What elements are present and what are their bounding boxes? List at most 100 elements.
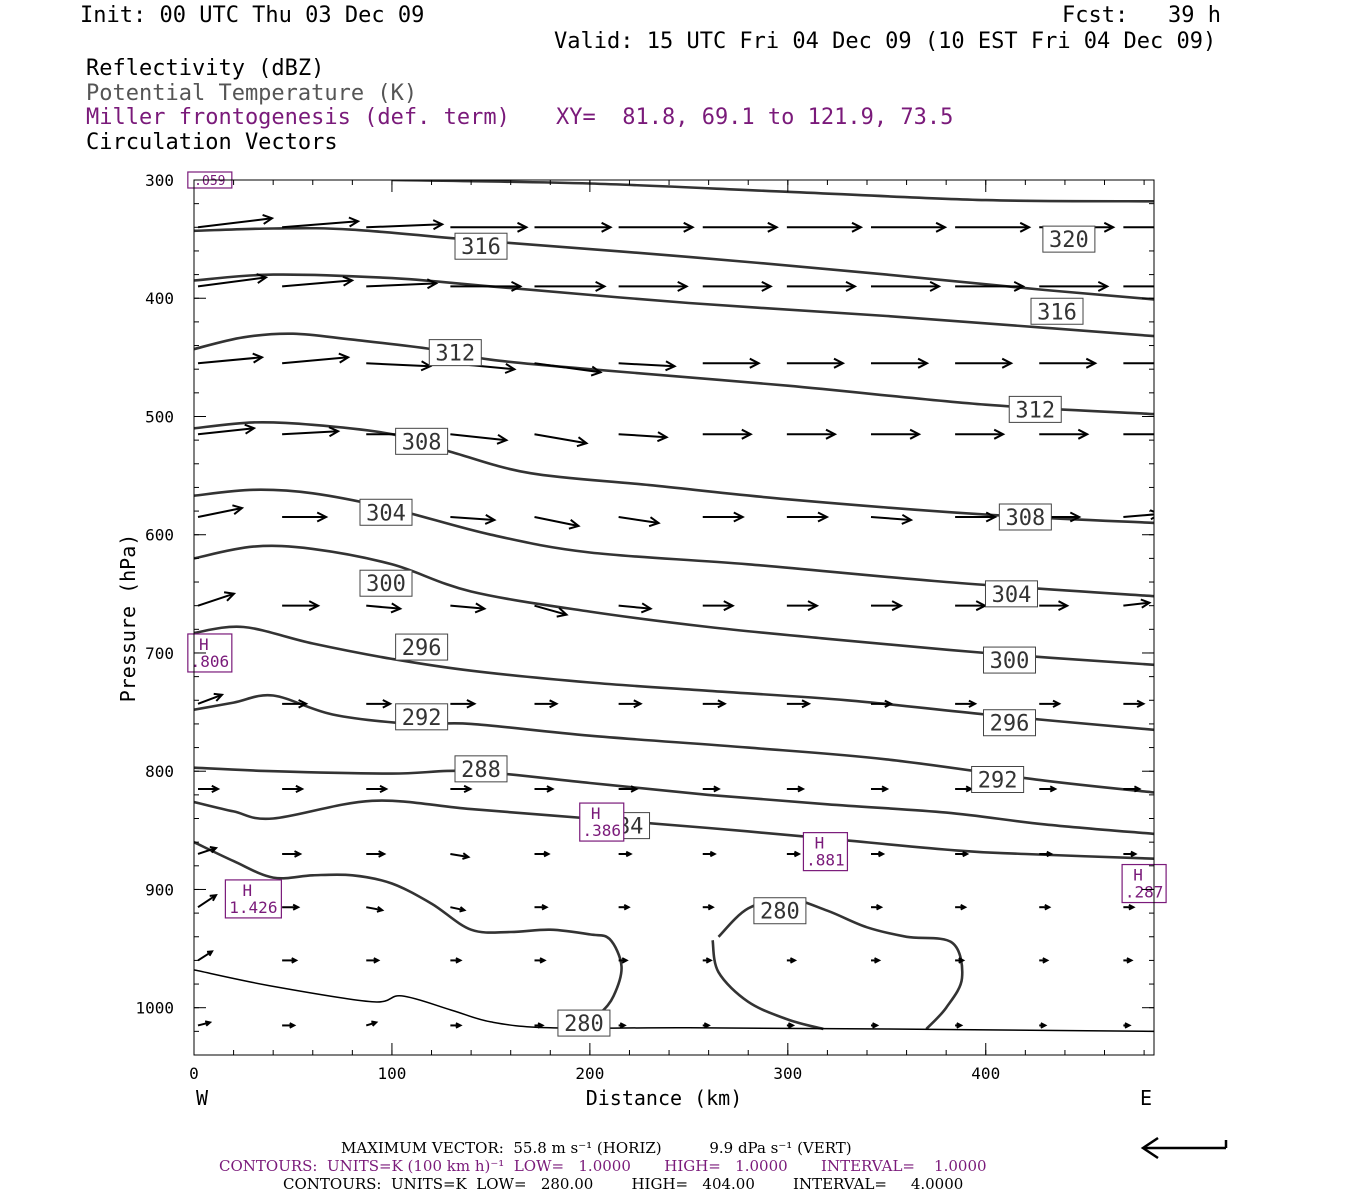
theta-line-304 [194, 488, 1154, 598]
circulation-vector [1039, 600, 1070, 611]
circulation-vector [1123, 1022, 1132, 1029]
svg-text:304: 304 [992, 583, 1032, 608]
circulation-vector [450, 1022, 463, 1029]
circulation-vector [1123, 957, 1134, 964]
circulation-vector [450, 699, 477, 709]
theta-label: 304 [359, 498, 413, 526]
svg-text:.806: .806 [191, 652, 230, 671]
circulation-vectors [197, 213, 1154, 1029]
theta-label: 296 [395, 633, 449, 661]
circulation-vector [955, 699, 978, 708]
circulation-vector [1123, 785, 1142, 793]
svg-text:312: 312 [435, 342, 475, 367]
circulation-vector [534, 785, 555, 793]
circulation-vector [618, 602, 653, 614]
field-circulation-vectors: Circulation Vectors [86, 130, 338, 155]
circulation-vector [366, 219, 445, 231]
circulation-vector [282, 352, 351, 365]
circulation-vector [282, 426, 341, 438]
circulation-vector [197, 423, 257, 436]
contours-theta-info: CONTOURS: UNITS=K LOW= 280.00 HIGH= 404.… [283, 1175, 964, 1193]
circulation-vector [618, 850, 633, 858]
circulation-vector [870, 957, 882, 964]
svg-text:H: H [243, 881, 253, 900]
theta-line-316 [194, 273, 1154, 338]
theta-label: 280 [753, 897, 807, 925]
circulation-vector [282, 216, 361, 229]
circulation-vector [955, 1022, 964, 1029]
circulation-vector [197, 1020, 213, 1027]
svg-text:316: 316 [1037, 300, 1077, 325]
theta-line-296 [194, 625, 1154, 732]
circulation-vector [702, 221, 779, 233]
circulation-vector [618, 221, 695, 233]
theta-label: 304 [984, 580, 1038, 608]
svg-text:1.426: 1.426 [229, 898, 277, 917]
circulation-vector [955, 221, 1032, 233]
svg-text:296: 296 [990, 712, 1030, 737]
circulation-vector [618, 699, 643, 709]
circulation-vector [1123, 285, 1154, 288]
svg-text:292: 292 [978, 768, 1018, 793]
east-label: E [1140, 1086, 1152, 1110]
circulation-vector [870, 281, 942, 292]
svg-text:320: 320 [1049, 228, 1089, 253]
svg-text:.059: .059 [194, 174, 225, 189]
circulation-vector [786, 357, 846, 369]
circulation-vector [282, 699, 309, 709]
x-axis-label: Distance (km) [586, 1086, 743, 1110]
x-tick-label: 100 [377, 1064, 406, 1083]
field-potential-temperature: Potential Temperature (K) [86, 81, 418, 106]
circulation-vector [870, 785, 890, 793]
svg-text:H: H [1133, 866, 1143, 885]
circulation-vector [366, 850, 387, 858]
svg-text:280: 280 [564, 1012, 604, 1037]
theta-label: 316 [1030, 297, 1084, 325]
circulation-vector [366, 699, 393, 709]
field-reflectivity: Reflectivity (dBZ) [86, 56, 325, 81]
circulation-vector [786, 511, 830, 523]
theta-line-surface [194, 969, 1154, 1033]
circulation-vector [618, 785, 639, 793]
circulation-vector [1039, 699, 1062, 708]
circulation-vector [702, 281, 773, 292]
frontogenesis-high: H.881 [802, 832, 849, 872]
theta-line-320 [391, 180, 1154, 203]
circulation-vector [534, 433, 589, 448]
circulation-vector [1039, 785, 1058, 793]
theta-label: 300 [359, 569, 413, 597]
circulation-vector [955, 904, 968, 911]
init-time: Init: 00 UTC Thu 03 Dec 09 [80, 3, 425, 28]
circulation-vector [534, 957, 547, 964]
svg-text:280: 280 [760, 900, 800, 925]
circulation-vector [197, 352, 265, 365]
circulation-vector [955, 281, 1026, 292]
svg-text:.287: .287 [1125, 883, 1164, 902]
circulation-vector [1123, 598, 1152, 609]
circulation-vector [1039, 957, 1050, 964]
circulation-vector [365, 1020, 379, 1027]
circulation-vector [534, 362, 603, 377]
svg-text:308: 308 [1005, 506, 1045, 531]
circulation-vector [450, 852, 471, 860]
cross-section-xy: XY= 81.8, 69.1 to 121.9, 73.5 [556, 105, 954, 130]
circulation-vector [955, 785, 974, 793]
circulation-vector [1039, 850, 1054, 858]
circulation-vector [366, 784, 389, 793]
circulation-vector [282, 511, 329, 523]
circulation-vector [955, 357, 1014, 369]
x-tick-label: 0 [189, 1064, 199, 1083]
theta-label: 280 [557, 1009, 611, 1037]
svg-text:292: 292 [402, 706, 442, 731]
forecast-hour: Fcst: 39 h [1062, 3, 1221, 28]
circulation-vector [282, 1022, 297, 1029]
circulation-vector [534, 850, 551, 858]
circulation-vector [282, 275, 355, 288]
circulation-vector [197, 846, 219, 855]
circulation-vector [534, 1022, 545, 1029]
circulation-vector [366, 602, 403, 614]
circulation-vector [534, 699, 559, 709]
circulation-vector [618, 516, 661, 528]
svg-text:288: 288 [461, 758, 501, 783]
